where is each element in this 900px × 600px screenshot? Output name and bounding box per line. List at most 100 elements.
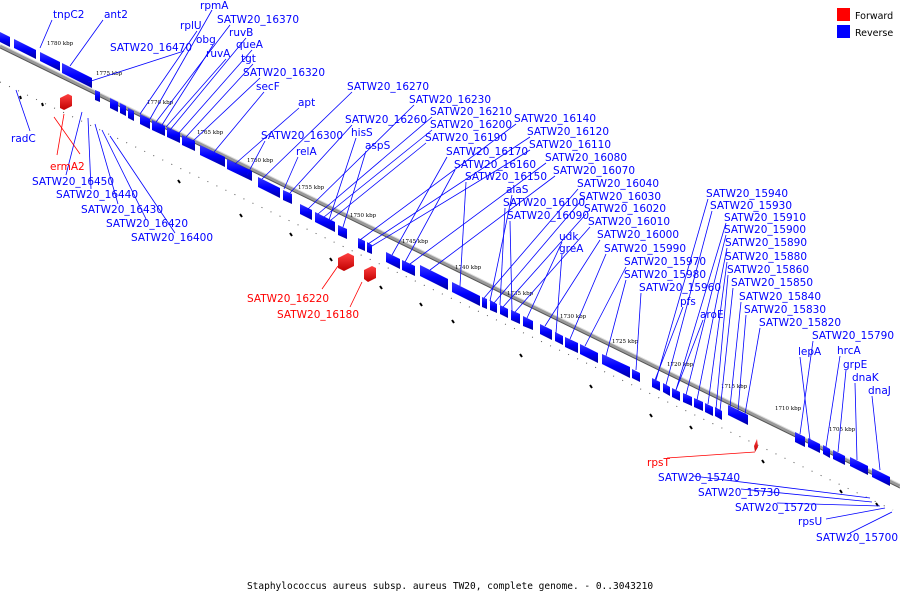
gene-label-reverse[interactable]: rpmA bbox=[200, 0, 229, 12]
forward-gene-arrow[interactable] bbox=[338, 253, 354, 271]
gene-label-reverse[interactable]: obg bbox=[196, 34, 216, 46]
reverse-gene-arrow[interactable] bbox=[602, 354, 630, 378]
gene-label-reverse[interactable]: SATW20_16010 bbox=[588, 216, 670, 228]
gene-label-forward[interactable]: ermA2 bbox=[50, 161, 85, 173]
gene-label-reverse[interactable]: SATW20_16430 bbox=[81, 204, 163, 216]
reverse-gene-arrow[interactable] bbox=[490, 300, 497, 313]
gene-label-reverse[interactable]: SATW20_15910 bbox=[724, 212, 806, 224]
gene-label-reverse[interactable]: SATW20_16300 bbox=[261, 130, 343, 142]
gene-label-forward[interactable]: SATW20_16220 bbox=[247, 293, 329, 305]
gene-label-reverse[interactable]: SATW20_15730 bbox=[698, 487, 780, 499]
gene-label-reverse[interactable]: SATW20_15700 bbox=[816, 532, 898, 544]
gene-label-reverse[interactable]: SATW20_16370 bbox=[217, 14, 299, 26]
forward-gene-arrow[interactable] bbox=[754, 439, 758, 452]
gene-label-reverse[interactable]: udk bbox=[559, 231, 579, 243]
gene-label-reverse[interactable]: SATW20_16170 bbox=[446, 146, 528, 158]
gene-label-reverse[interactable]: radC bbox=[11, 133, 36, 145]
reverse-gene-arrow[interactable] bbox=[140, 114, 150, 129]
reverse-gene-arrow[interactable] bbox=[500, 305, 508, 318]
reverse-gene-arrow[interactable] bbox=[358, 238, 365, 251]
reverse-gene-arrow[interactable] bbox=[300, 204, 312, 220]
reverse-gene-arrow[interactable] bbox=[523, 316, 533, 330]
reverse-gene-arrow[interactable] bbox=[683, 393, 692, 406]
forward-gene-arrow[interactable] bbox=[364, 266, 376, 282]
gene-label-reverse[interactable]: dnaJ bbox=[868, 385, 891, 397]
reverse-gene-arrow[interactable] bbox=[120, 103, 126, 116]
gene-label-reverse[interactable]: SATW20_16040 bbox=[577, 178, 659, 190]
gene-label-reverse[interactable]: SATW20_16420 bbox=[106, 218, 188, 230]
gene-label-reverse[interactable]: alaS bbox=[506, 184, 529, 196]
gene-label-reverse[interactable]: SATW20_16400 bbox=[131, 232, 213, 244]
gene-label-reverse[interactable]: SATW20_15850 bbox=[731, 277, 813, 289]
reverse-gene-arrow[interactable] bbox=[315, 212, 335, 232]
gene-label-reverse[interactable]: SATW20_15990 bbox=[604, 243, 686, 255]
gene-label-forward[interactable]: SATW20_16180 bbox=[277, 309, 359, 321]
gene-label-reverse[interactable]: SATW20_16080 bbox=[545, 152, 627, 164]
reverse-gene-arrow[interactable] bbox=[663, 383, 670, 396]
reverse-gene-arrow[interactable] bbox=[850, 457, 868, 475]
gene-label-reverse[interactable]: SATW20_16200 bbox=[430, 119, 512, 131]
gene-label-reverse[interactable]: SATW20_15940 bbox=[706, 188, 788, 200]
gene-label-reverse[interactable]: SATW20_16000 bbox=[597, 229, 679, 241]
reverse-gene-arrow[interactable] bbox=[652, 378, 660, 391]
gene-label-reverse[interactable]: SATW20_16230 bbox=[409, 94, 491, 106]
reverse-gene-arrow[interactable] bbox=[338, 225, 347, 239]
gene-label-reverse[interactable]: SATW20_16470 bbox=[110, 42, 192, 54]
gene-label-reverse[interactable]: dnaK bbox=[852, 372, 880, 384]
gene-label-reverse[interactable]: SATW20_15890 bbox=[725, 237, 807, 249]
reverse-gene-arrow[interactable] bbox=[40, 52, 60, 71]
gene-label-reverse[interactable]: aspS bbox=[365, 140, 391, 152]
gene-label-reverse[interactable]: SATW20_15740 bbox=[658, 472, 740, 484]
gene-label-reverse[interactable]: SATW20_16100 bbox=[503, 197, 585, 209]
reverse-gene-arrow[interactable] bbox=[128, 108, 134, 121]
reverse-gene-arrow[interactable] bbox=[367, 242, 372, 254]
gene-label-reverse[interactable]: relA bbox=[296, 146, 317, 158]
gene-label-reverse[interactable]: SATW20_16210 bbox=[430, 106, 512, 118]
gene-label-reverse[interactable]: SATW20_15790 bbox=[812, 330, 894, 342]
reverse-gene-arrow[interactable] bbox=[227, 159, 252, 181]
reverse-gene-arrow[interactable] bbox=[672, 388, 680, 401]
reverse-gene-arrow[interactable] bbox=[0, 32, 10, 47]
gene-label-forward[interactable]: rpsT bbox=[647, 457, 670, 469]
reverse-gene-arrow[interactable] bbox=[565, 337, 578, 353]
reverse-gene-arrow[interactable] bbox=[823, 445, 830, 458]
gene-label-reverse[interactable]: SATW20_15840 bbox=[739, 291, 821, 303]
gene-label-reverse[interactable]: tnpC2 bbox=[53, 9, 84, 21]
reverse-gene-arrow[interactable] bbox=[14, 39, 36, 59]
gene-label-reverse[interactable]: rplU bbox=[180, 20, 202, 32]
gene-label-reverse[interactable]: SATW20_16150 bbox=[465, 171, 547, 183]
gene-label-reverse[interactable]: SATW20_16160 bbox=[454, 159, 536, 171]
reverse-gene-arrow[interactable] bbox=[152, 120, 165, 136]
reverse-gene-arrow[interactable] bbox=[511, 310, 520, 324]
reverse-gene-arrow[interactable] bbox=[705, 403, 713, 416]
forward-gene-arrow[interactable] bbox=[60, 94, 72, 110]
gene-label-reverse[interactable]: SATW20_16110 bbox=[529, 139, 611, 151]
gene-label-reverse[interactable]: tgt bbox=[241, 53, 256, 65]
reverse-gene-arrow[interactable] bbox=[555, 332, 563, 345]
gene-label-reverse[interactable]: hisS bbox=[351, 127, 373, 139]
reverse-gene-arrow[interactable] bbox=[420, 265, 448, 290]
gene-label-reverse[interactable]: SATW20_15970 bbox=[624, 256, 706, 268]
gene-label-reverse[interactable]: grpE bbox=[843, 359, 867, 371]
gene-label-reverse[interactable]: SATW20_16090 bbox=[507, 210, 589, 222]
gene-label-reverse[interactable]: SATW20_16120 bbox=[527, 126, 609, 138]
gene-label-reverse[interactable]: SATW20_15830 bbox=[744, 304, 826, 316]
gene-label-reverse[interactable]: lepA bbox=[798, 346, 822, 358]
gene-label-reverse[interactable]: SATW20_15930 bbox=[710, 200, 792, 212]
reverse-gene-arrow[interactable] bbox=[182, 135, 195, 151]
gene-label-reverse[interactable]: SATW20_16270 bbox=[347, 81, 429, 93]
reverse-gene-arrow[interactable] bbox=[452, 282, 480, 306]
gene-label-reverse[interactable]: aroE bbox=[700, 309, 724, 321]
gene-label-reverse[interactable]: SATW20_16140 bbox=[514, 113, 596, 125]
gene-label-reverse[interactable]: SATW20_16260 bbox=[345, 114, 427, 126]
reverse-gene-arrow[interactable] bbox=[402, 260, 415, 276]
gene-label-reverse[interactable]: SATW20_16440 bbox=[56, 189, 138, 201]
gene-label-reverse[interactable]: SATW20_16030 bbox=[579, 191, 661, 203]
reverse-gene-arrow[interactable] bbox=[386, 252, 400, 269]
reverse-gene-arrow[interactable] bbox=[110, 98, 118, 112]
gene-label-reverse[interactable]: SATW20_16070 bbox=[553, 165, 635, 177]
gene-label-reverse[interactable]: secF bbox=[256, 81, 280, 93]
gene-label-reverse[interactable]: greA bbox=[559, 243, 584, 255]
gene-label-reverse[interactable]: SATW20_15860 bbox=[727, 264, 809, 276]
gene-label-reverse[interactable]: apt bbox=[298, 97, 315, 109]
